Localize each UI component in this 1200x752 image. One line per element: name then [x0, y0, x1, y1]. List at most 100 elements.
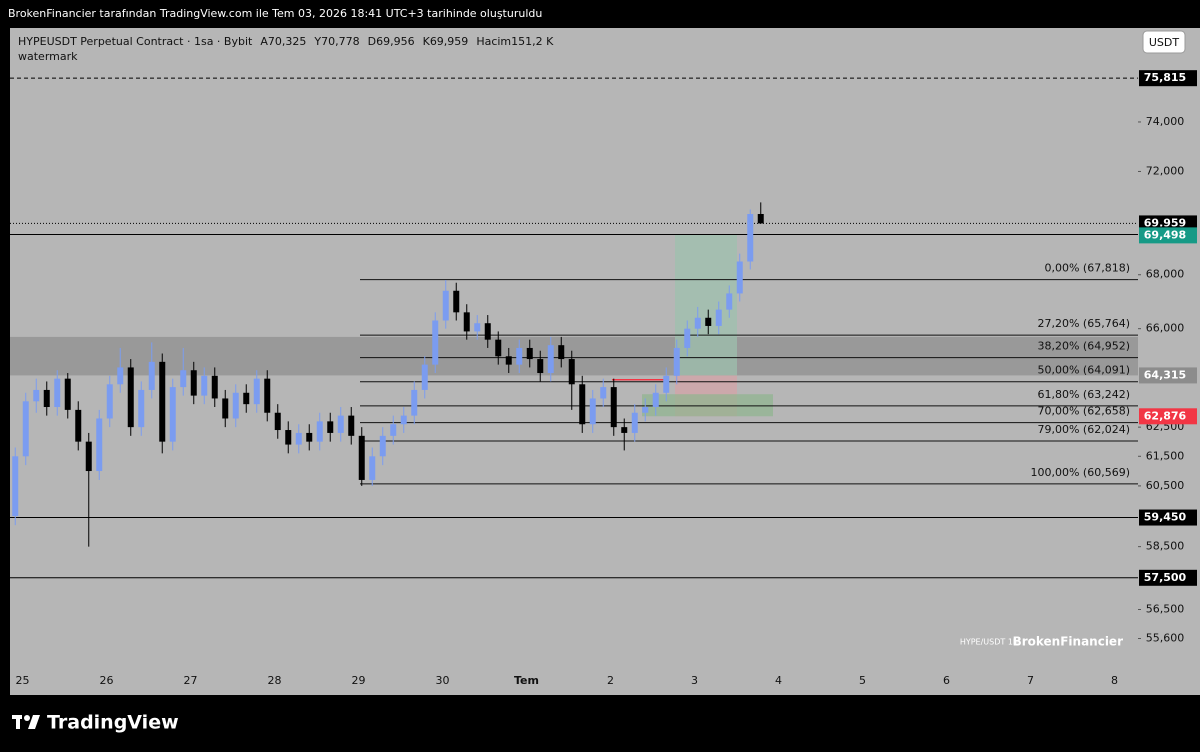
candle-body	[274, 412, 281, 431]
candle-body	[106, 384, 113, 419]
candle-body	[673, 347, 680, 376]
y-tick-label: 58,500	[1146, 540, 1185, 553]
price-label-box	[1139, 569, 1197, 586]
candle-body	[558, 345, 565, 360]
candle-body	[232, 392, 239, 419]
ohlc-key: Y	[313, 35, 321, 48]
candle-body	[726, 293, 733, 310]
candle-body	[327, 421, 334, 433]
candle-body	[211, 375, 218, 399]
candle-body	[694, 317, 701, 329]
candle-body	[663, 375, 670, 393]
candle-body	[736, 261, 743, 294]
candle-body	[631, 412, 638, 433]
candle-body	[243, 392, 250, 405]
ohlc-value: 151,2 K	[511, 35, 554, 48]
candle-body	[621, 427, 628, 433]
ohlc-value: 70,325	[268, 35, 307, 48]
candle-body	[295, 432, 302, 445]
price-label: 69,498	[1144, 228, 1186, 241]
x-tick-label: 6	[943, 674, 950, 687]
fib-label: 0,00% (67,818)	[1044, 262, 1130, 275]
fib-label: 61,80% (63,242)	[1037, 388, 1130, 401]
x-tick-label: 4	[775, 674, 782, 687]
x-tick-label: 28	[268, 674, 282, 687]
candle-body	[358, 435, 365, 480]
ohlc-value: 69,959	[430, 35, 469, 48]
candle-body	[190, 370, 197, 396]
x-tick-label: 30	[436, 674, 450, 687]
x-tick-label: 2	[607, 674, 614, 687]
price-label-box	[1139, 509, 1197, 526]
candle-body	[169, 387, 176, 442]
candle-body	[85, 441, 92, 472]
candle-body	[75, 409, 82, 442]
footer-logo: TradingView	[47, 712, 179, 734]
watermark-symbol: HYPE/USDT 1h	[960, 638, 1018, 647]
candle-body	[180, 370, 187, 388]
candle-body	[138, 389, 145, 428]
candle-body	[684, 328, 691, 348]
price-label-box	[1139, 408, 1197, 425]
ohlc-key: K	[423, 35, 431, 48]
logo-shape	[16, 715, 20, 729]
candle-body	[589, 398, 596, 425]
logo-shape	[24, 715, 30, 721]
candle-body	[568, 359, 575, 385]
price-label: 64,315	[1144, 368, 1186, 381]
tv-logo	[12, 715, 40, 729]
x-tick-label: 29	[352, 674, 366, 687]
fib-label: 79,00% (62,024)	[1037, 423, 1130, 436]
ohlc-key: D	[368, 35, 376, 48]
y-tick-label: 72,000	[1146, 164, 1185, 177]
price-label-box	[1139, 227, 1197, 244]
currency-button-label[interactable]: USDT	[1149, 36, 1180, 49]
candle-body	[600, 387, 607, 399]
candle-body	[432, 320, 439, 365]
candle-body	[715, 309, 722, 326]
y-tick-label: 68,000	[1146, 268, 1185, 281]
x-tick-label: 26	[100, 674, 114, 687]
candle-body	[253, 378, 260, 405]
candle-body	[201, 375, 208, 396]
candle-body	[117, 367, 124, 385]
candle-body	[54, 378, 61, 408]
candle-body	[495, 339, 502, 357]
symbol: HYPEUSDT Perpetual Contract · 1sa · Bybi…	[18, 35, 253, 48]
candle-body	[148, 361, 155, 390]
candle-body	[547, 345, 554, 374]
price-label: 69,959	[1144, 216, 1186, 229]
candle-body	[747, 213, 754, 262]
fib-label: 38,20% (64,952)	[1037, 340, 1130, 353]
price-label-box	[1139, 70, 1197, 87]
header: HYPEUSDT Perpetual Contract · 1sa · Bybi…	[18, 35, 554, 48]
candle-body	[33, 389, 40, 402]
currency-button[interactable]	[1142, 30, 1186, 54]
x-tick-label: 25	[16, 674, 30, 687]
y-tick-label: 66,000	[1146, 322, 1185, 335]
logo-shape	[28, 715, 40, 729]
candle-body	[337, 415, 344, 433]
candle-body	[390, 424, 397, 436]
watermark-author: BrokenFinancier	[1013, 635, 1124, 649]
candle-body	[421, 364, 428, 390]
candle-body	[159, 361, 166, 442]
y-tick-label: 74,000	[1146, 115, 1185, 128]
y-tick-label: 56,500	[1146, 602, 1185, 615]
x-tick-label: Tem	[514, 674, 539, 687]
candle-body	[526, 347, 533, 360]
candle-body	[505, 356, 512, 365]
candle-body	[484, 323, 491, 340]
candle-body	[96, 418, 103, 472]
candle-body	[316, 421, 323, 442]
ohlc-value: 69,956	[376, 35, 415, 48]
candle-body	[757, 213, 764, 224]
x-tick-label: 5	[859, 674, 866, 687]
fib-label: 100,00% (60,569)	[1030, 466, 1130, 479]
price-label: 75,815	[1144, 71, 1186, 84]
candle-body	[12, 456, 19, 517]
price-label-box	[1139, 367, 1197, 384]
watermark-label: watermark	[18, 50, 78, 63]
y-tick-label: 60,500	[1146, 479, 1185, 492]
